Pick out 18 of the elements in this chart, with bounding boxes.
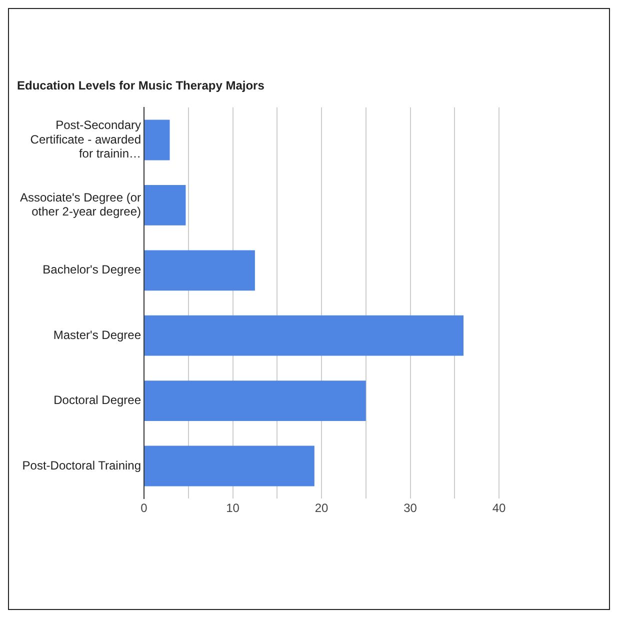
bar (144, 315, 464, 356)
y-tick-label: Bachelor's Degree (42, 262, 142, 277)
bar (144, 380, 366, 422)
chart-title: Education Levels for Music Therapy Majors (17, 78, 265, 93)
x-tick-label: 40 (492, 501, 506, 516)
bar (144, 120, 170, 160)
bar (144, 184, 186, 226)
bar (144, 250, 255, 291)
x-tick-label: 0 (140, 501, 148, 516)
y-tick-label: Master's Degree (53, 328, 142, 342)
x-tick-label: 10 (226, 501, 240, 516)
y-tick-label: Associate's Degree (or other 2-year degree) (20, 190, 142, 219)
y-tick-label: Post-Doctoral Training (22, 458, 142, 472)
bar (144, 446, 314, 486)
y-tick-label: Post-Secondary Certificate - awarded for trainin… (30, 118, 142, 161)
x-tick-label: 30 (404, 501, 418, 516)
y-tick-label: Doctoral Degree (54, 393, 142, 408)
x-tick-label: 20 (314, 501, 328, 516)
